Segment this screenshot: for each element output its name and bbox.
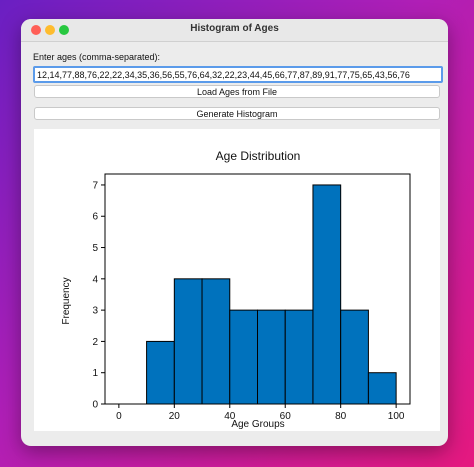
app-window: Histogram of Ages Enter ages (comma-sepa…: [21, 19, 448, 446]
histogram-bar: [340, 309, 369, 405]
y-tick-label: 3: [92, 306, 98, 317]
y-tick-label: 1: [92, 368, 98, 379]
histogram-bar: [312, 184, 342, 405]
y-tick-label: 7: [92, 180, 98, 191]
title-bar: Histogram of Ages: [21, 19, 448, 42]
minimize-window-button[interactable]: [45, 25, 55, 35]
x-tick-label: 60: [280, 411, 292, 422]
y-tick-label: 2: [92, 337, 98, 348]
histogram-chart: Age Distribution Age Groups Frequency 0 2…: [61, 149, 411, 430]
y-tick-label: 4: [92, 274, 98, 285]
chart-title: Age Distribution: [216, 149, 301, 163]
x-tick-label: 20: [169, 411, 181, 422]
y-tick-label: 6: [92, 212, 98, 223]
histogram-bar: [367, 372, 397, 405]
histogram-bar: [257, 309, 286, 405]
histogram-bar: [284, 309, 314, 405]
x-axis-label: Age Groups: [231, 419, 284, 430]
histogram-plot: Age Distribution Age Groups Frequency 0 2…: [34, 129, 440, 431]
generate-histogram-button[interactable]: Generate Histogram: [34, 107, 440, 120]
histogram-bar: [229, 309, 258, 405]
x-tick-label: 80: [335, 411, 347, 422]
histogram-bar: [173, 278, 203, 405]
close-window-button[interactable]: [31, 25, 41, 35]
load-ages-button[interactable]: Load Ages from File: [34, 85, 440, 98]
histogram-bar: [201, 278, 231, 405]
histogram-bar: [146, 340, 175, 405]
x-tick-label: 0: [116, 411, 122, 422]
x-tick-label: 40: [224, 411, 236, 422]
y-tick-label: 5: [92, 243, 98, 254]
ages-prompt-label: Enter ages (comma-separated):: [33, 52, 161, 62]
y-tick-label: 0: [92, 400, 98, 411]
y-axis-label: Frequency: [61, 277, 72, 324]
maximize-window-button[interactable]: [59, 25, 69, 35]
plot-frame: [104, 173, 411, 405]
window-title: Histogram of Ages: [190, 23, 279, 34]
x-tick-label: 100: [388, 411, 405, 422]
ages-input[interactable]: [33, 66, 443, 83]
